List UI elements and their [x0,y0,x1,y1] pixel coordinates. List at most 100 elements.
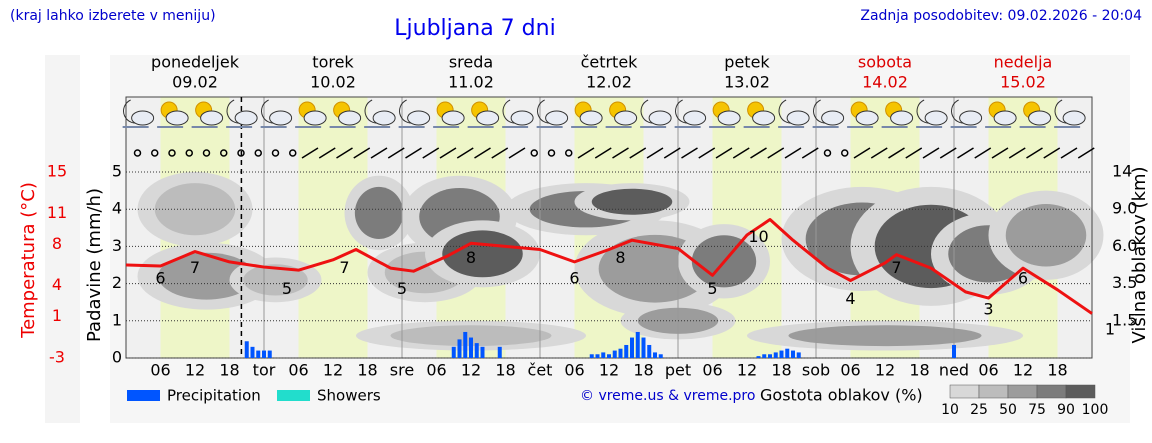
x-tick-label: 18 [909,361,929,380]
precip-bar [641,337,646,358]
wind-barb [957,147,974,159]
wind-barb [508,147,526,159]
note: (kraj lahko izberete v meniju) [10,8,216,24]
day-date: 11.02 [448,73,494,92]
calm-wind [289,149,297,157]
cloud-icon [476,110,500,126]
density-tick-label: 75 [1028,402,1046,418]
precip-bar [618,348,623,358]
cloud-icon [1062,110,1086,126]
wind-barb [336,147,353,159]
precip-bar [469,337,473,358]
calm-wind [530,149,538,157]
wind-barb [370,147,388,159]
temp-extreme-label: 7 [339,258,349,277]
wind-barb [612,147,629,159]
legend-label: Showers [317,387,381,405]
precip-bar [480,346,485,358]
y2-tick-label: 1 [1105,320,1115,339]
wind-barb [594,147,612,159]
x-tick-label: 06 [978,361,998,380]
y2-tick-label: 1.5 [1112,310,1137,329]
day-name: sreda [449,53,493,72]
cloud-icon [303,110,327,126]
y2-axis-label: Višina oblakov (km) [1129,166,1150,343]
precip-bar [779,350,784,358]
calm-wind [841,149,849,157]
wind-barb [456,147,474,159]
y-tick-label: 5 [112,162,122,181]
x-tick-label: 06 [840,361,860,380]
temp-tick-label: 4 [52,275,62,294]
x-tick-label: 12 [599,361,619,380]
wind-barb [905,147,923,159]
wind-barb [750,147,767,159]
temp-axis-label: Temperatura (°C) [18,182,39,339]
temp-tick-label: 11 [47,203,67,222]
day-name: ponedeljek [151,53,240,72]
density-swatch [978,384,1009,399]
wind-barb [767,147,785,159]
cloud-density-label: Gostota oblakov (%) [760,386,923,405]
wind-barb [870,147,888,159]
cloud-icon [269,110,293,126]
temp-extreme-label: 6 [569,269,579,288]
density-swatch [1036,384,1067,399]
precip-bar [451,346,456,358]
x-day-label: pet [665,361,691,380]
day-name: torek [312,53,354,72]
temperature-line [125,218,1093,315]
wind-barb [577,147,595,159]
wind-barb [663,147,681,159]
precip-bar [457,339,462,358]
temp-extreme-label: 7 [891,258,901,277]
calm-wind [185,149,193,157]
day-date: 12.02 [586,73,632,92]
temp-extreme-label: 3 [983,300,993,319]
calm-wind [151,149,159,157]
temp-tick-label: 8 [52,234,62,253]
calm-wind [220,149,228,157]
wind-barb [1008,147,1026,159]
temp-extreme-label: 4 [845,289,855,308]
precip-bar [595,354,600,358]
wind-barb [629,147,647,159]
cloud-area [442,230,523,278]
day-date: 10.02 [310,73,356,92]
title: Ljubljana 7 dni [394,16,555,41]
y-axis-label: Padavine (mm/h) [84,188,105,342]
wind-barb [801,147,819,159]
y2-tick-label: 3.5 [1112,273,1137,292]
x-tick-label: 12 [875,361,895,380]
wind-barb [439,147,457,159]
day-date: 15.02 [1000,73,1046,92]
precip-bar [250,346,255,358]
calm-wind [254,149,262,157]
cloud-icon [821,110,845,126]
updated: Zadnja posodobitev: 09.02.2026 - 20:04 [860,8,1142,24]
legend-swatch [127,390,160,401]
cloud-icon [1028,110,1052,126]
cloud-icon [786,110,810,126]
cloud-icon [131,110,155,126]
cloud-icon [441,110,465,126]
cloud-icon [165,110,189,126]
wind-barb [353,147,371,159]
y2-tick-label: 9.0 [1112,199,1137,218]
density-tick-label: 90 [1057,402,1075,418]
calm-wind [168,149,176,157]
precip-bar [796,352,801,358]
wind-barb [888,147,905,159]
temp-extreme-label: 6 [155,269,165,288]
wind-barb [1077,147,1095,159]
precip-bar [756,356,761,358]
x-tick-label: 06 [426,361,446,380]
precip-bar [653,352,657,358]
x-day-label: sob [802,361,830,380]
precip-bar [635,331,640,358]
cloud-icon [683,110,707,126]
precip-bar [773,352,778,358]
wind-barb [405,147,422,159]
legend-swatch [277,390,310,401]
